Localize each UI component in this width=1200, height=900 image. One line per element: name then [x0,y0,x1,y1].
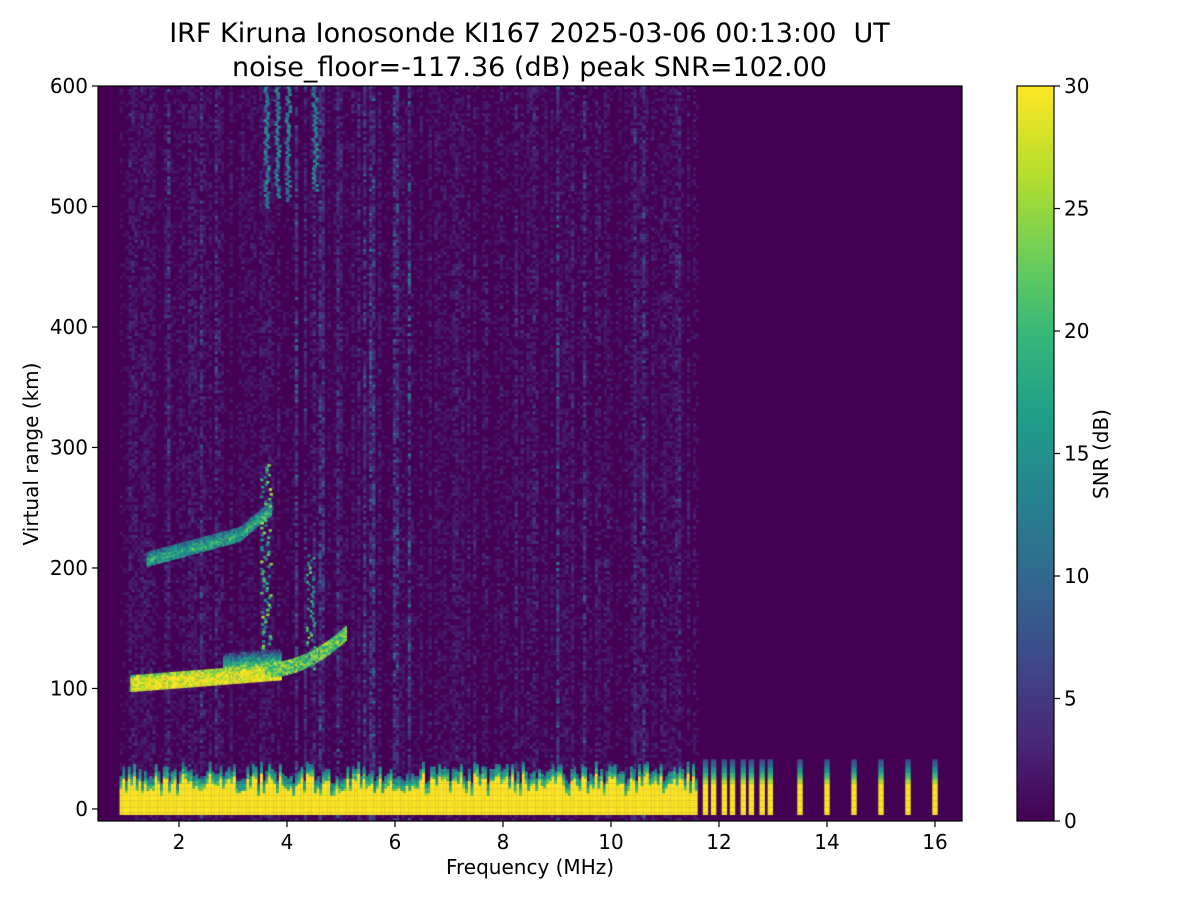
y-tick-label: 100 [50,676,88,700]
x-axis-label: Frequency (MHz) [446,855,614,879]
chart-subtitle: noise_floor=-117.36 (dB) peak SNR=102.00 [232,52,827,83]
y-axis-label: Virtual range (km) [19,363,43,546]
colorbar-frame [1016,85,1055,822]
colorbar [1017,86,1054,821]
x-tick-label: 16 [922,830,947,854]
colorbar-tick-label: 15 [1064,442,1089,466]
x-tick-label: 10 [598,830,623,854]
colorbar-tick-label: 10 [1064,564,1089,588]
y-tick-label: 400 [50,315,88,339]
snr-heatmap [98,86,962,821]
y-tick-label: 500 [50,194,88,218]
colorbar-label: SNR (dB) [1089,409,1113,499]
x-tick-label: 2 [173,830,186,854]
x-axis-ticks: 2 4 6 8 10 12 14 16 [173,821,948,854]
chart-title: IRF Kiruna Ionosonde KI167 2025-03-06 00… [169,18,890,49]
y-tick-label: 600 [50,74,88,98]
x-tick-label: 4 [281,830,294,854]
x-tick-label: 8 [497,830,510,854]
colorbar-tick-label: 25 [1064,197,1089,221]
y-tick-label: 200 [50,556,88,580]
x-tick-label: 14 [814,830,839,854]
colorbar-tick-label: 20 [1064,319,1089,343]
colorbar-tick-label: 5 [1064,687,1077,711]
y-axis-ticks: 0 100 200 300 400 500 600 [50,74,98,821]
x-tick-label: 12 [706,830,731,854]
colorbar-tick-label: 30 [1064,74,1089,98]
y-tick-label: 0 [75,797,88,821]
colorbar-ticks: 0 5 10 15 20 25 30 [1054,74,1089,833]
y-tick-label: 300 [50,435,88,459]
ionogram-plot-area[interactable] [98,86,962,821]
plot-frame [97,85,963,822]
x-tick-label: 6 [389,830,402,854]
colorbar-tick-label: 0 [1064,809,1077,833]
